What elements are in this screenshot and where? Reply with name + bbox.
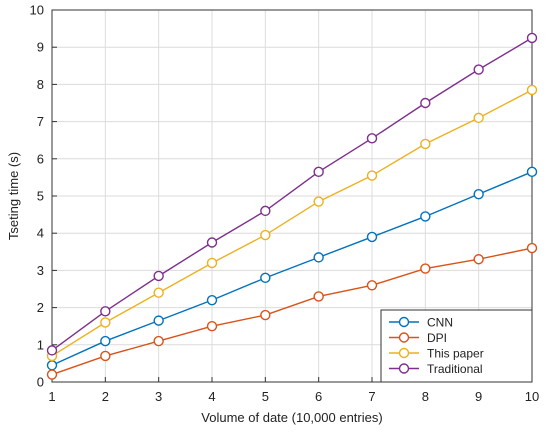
data-point xyxy=(420,263,431,274)
x-axis-label: Volume of date (10,000 entries) xyxy=(201,410,382,425)
data-point xyxy=(100,350,111,362)
y-tick-label: 4 xyxy=(37,226,44,241)
x-tick-label: 4 xyxy=(208,389,215,404)
data-point xyxy=(206,321,218,332)
series-traditional xyxy=(46,32,538,356)
data-point xyxy=(366,170,378,181)
legend-swatch-marker xyxy=(398,332,410,343)
x-tick-label: 6 xyxy=(315,389,322,404)
series-group xyxy=(46,32,538,380)
data-point xyxy=(153,315,164,326)
data-point xyxy=(420,211,431,222)
data-point xyxy=(260,272,271,284)
data-point xyxy=(420,97,431,109)
y-tick-label: 1 xyxy=(37,337,44,352)
y-axis: 0 1 2 3 4 5 6 7 8 9 10 xyxy=(30,3,57,390)
legend-swatch-marker xyxy=(398,347,410,359)
data-point xyxy=(473,188,484,200)
legend-item: This paper xyxy=(389,347,484,361)
data-point xyxy=(366,280,378,291)
data-point xyxy=(206,294,218,306)
data-point xyxy=(260,309,271,321)
x-tick-label: 7 xyxy=(368,389,375,404)
x-tick-label: 1 xyxy=(48,389,55,404)
data-point xyxy=(206,257,218,269)
data-point xyxy=(473,254,484,265)
y-tick-label: 0 xyxy=(37,375,44,390)
data-point xyxy=(46,360,58,371)
data-point xyxy=(46,369,58,380)
data-point xyxy=(46,345,58,356)
data-point xyxy=(526,32,538,44)
data-point xyxy=(260,205,271,217)
series-line xyxy=(51,37,533,351)
y-tick-label: 5 xyxy=(37,189,44,204)
y-tick-label: 7 xyxy=(37,114,44,129)
series-line xyxy=(51,171,533,366)
series-dpi xyxy=(46,242,538,380)
data-point xyxy=(153,270,164,282)
data-point xyxy=(526,84,538,96)
data-point xyxy=(100,306,111,317)
data-point xyxy=(100,317,111,328)
data-point xyxy=(206,237,218,248)
legend-item: CNN xyxy=(389,316,453,330)
data-point xyxy=(100,335,111,347)
legend-item: DPI xyxy=(389,331,447,345)
y-tick-label: 10 xyxy=(30,3,44,18)
series-line xyxy=(51,89,533,357)
data-point xyxy=(526,166,538,178)
data-point xyxy=(153,335,164,347)
data-point xyxy=(473,112,484,124)
data-point xyxy=(313,291,324,302)
data-point xyxy=(366,133,378,144)
y-tick-label: 9 xyxy=(37,40,44,55)
y-tick-label: 2 xyxy=(37,300,44,315)
y-tick-label: 3 xyxy=(37,263,44,278)
data-point xyxy=(526,242,538,254)
legend-item: Traditional xyxy=(389,362,483,376)
legend-swatch-marker xyxy=(398,316,410,328)
data-point xyxy=(313,196,324,207)
legend-label: Traditional xyxy=(427,362,483,376)
series-cnn xyxy=(46,166,538,371)
x-tick-label: 10 xyxy=(525,389,539,404)
legend-swatch-marker xyxy=(398,363,410,374)
x-tick-label: 5 xyxy=(262,389,269,404)
data-point xyxy=(473,64,484,75)
series-this-paper xyxy=(46,84,538,362)
data-point xyxy=(260,229,271,241)
x-tick-label: 9 xyxy=(475,389,482,404)
x-tick-label: 3 xyxy=(155,389,162,404)
data-point xyxy=(313,252,324,263)
data-point xyxy=(366,231,378,243)
series-line xyxy=(51,247,533,376)
legend-label: This paper xyxy=(427,347,484,361)
y-tick-label: 6 xyxy=(37,151,44,166)
data-point xyxy=(313,166,324,178)
x-tick-label: 2 xyxy=(102,389,109,404)
y-axis-label: Tseting time (s) xyxy=(6,152,21,240)
data-point xyxy=(420,138,431,150)
legend-label: CNN xyxy=(427,316,453,330)
legend-label: DPI xyxy=(427,331,447,345)
y-tick-label: 8 xyxy=(37,77,44,92)
x-tick-label: 8 xyxy=(422,389,429,404)
data-point xyxy=(153,287,164,298)
